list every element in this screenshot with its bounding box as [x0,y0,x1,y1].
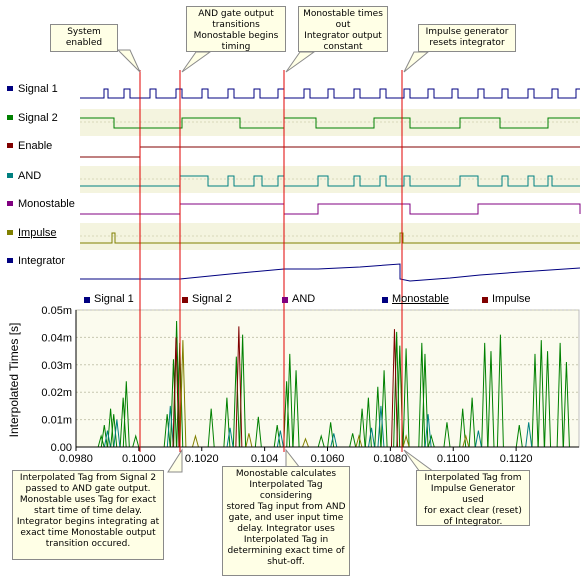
x-tick-label: 0.104 [251,453,279,465]
legend-impulse: Impulse [492,293,531,305]
signal-icon [7,143,13,148]
legend-swatch [182,297,188,303]
x-tick-label: 0.1020 [185,453,219,465]
y-tick-label: 0.04m [41,332,72,344]
signal1-trace [80,89,580,98]
signal-label-integrator: Integrator [18,255,65,267]
legend-and: AND [292,293,315,305]
legend-signal1: Signal 1 [94,293,134,305]
legend-swatch [282,297,288,303]
callout-monostable-calc: Monostable calculates Interpolated Tag c… [222,466,350,576]
signal-icon [7,258,13,263]
signal-label-signal1: Signal 1 [18,83,58,95]
integrator-trace [80,264,580,281]
y-tick-label: 0.03m [41,360,72,372]
signal-label-signal2: Signal 2 [18,112,58,124]
x-tick-label: 0.1000 [122,453,156,465]
monostable-trace [80,204,580,214]
signal-icon [7,86,13,91]
signal-label-and: AND [18,170,41,182]
signal-label-monostable: Monostable [18,198,75,210]
signal-label-enable: Enable [18,140,52,152]
y-tick-label: 0.01m [41,415,72,427]
callout-signal2-tag: Interpolated Tag from Signal 2 passed to… [12,470,164,560]
callout-monostable-timeout: Monostable times out Integrator output c… [298,6,388,52]
callout-and-transitions: AND gate output transitions Monostable b… [186,6,286,52]
signal-label-impulse[interactable]: Impulse [18,227,57,239]
x-tick-label: 0.1100 [437,453,470,465]
legend-monostable[interactable]: Monostable [392,293,449,305]
y-tick-label: 0.05m [41,305,72,317]
x-tick-label: 0.0980 [59,453,93,465]
chart-y-label: Interpolated Times [s] [7,323,21,438]
callout-impulse-tag: Interpolated Tag from Impulse Generator … [416,470,530,526]
x-tick-label: 0.1120 [500,453,533,465]
y-tick-label: 0.02m [41,387,72,399]
chart-plot-area [76,310,579,447]
legend-swatch [482,297,488,303]
callout-system-enabled: System enabled [50,24,118,52]
signal-icon [7,201,13,206]
x-tick-label: 0.1060 [311,453,345,465]
signal-icon [7,230,13,235]
legend-signal2: Signal 2 [192,293,232,305]
legend-swatch [382,297,388,303]
enable-trace [80,147,580,157]
x-tick-label: 0.1080 [374,453,408,465]
legend-swatch [84,297,90,303]
signal-icon [7,173,13,178]
callout-impulse-reset: Impulse generator resets integrator [418,24,516,52]
signal-icon [7,115,13,120]
